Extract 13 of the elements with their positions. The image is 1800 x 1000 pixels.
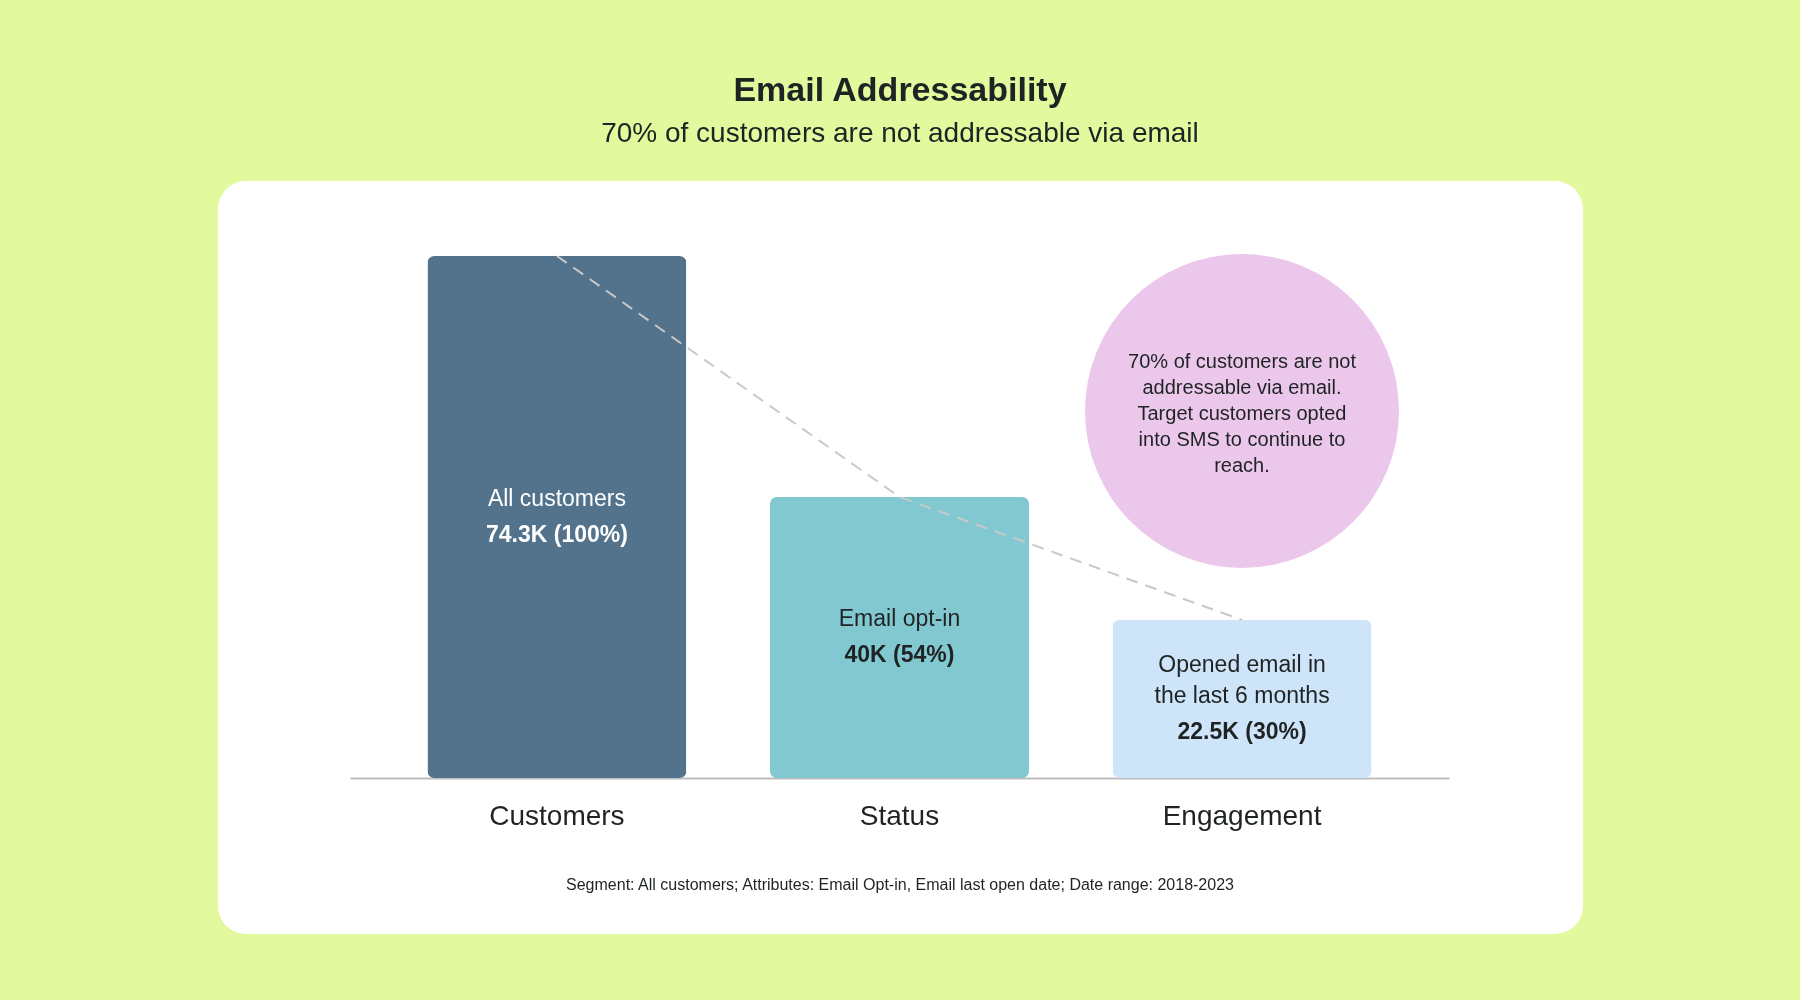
data-label: 22.5K (30%) [1177,718,1307,745]
data-label: 40K (54%) [844,641,955,668]
x-tick-label: Customers [489,799,625,831]
x-tick-label: Status [859,799,940,831]
chart-title: Email Addressability [732,70,1068,109]
annotation: Opened email in the last 6 months [1154,651,1330,709]
chart-subtitle: 70% of customers are not addressable via email [600,117,1200,149]
annotation: All customers [487,485,626,511]
annotation: Email opt-in [838,605,961,632]
x-tick-label: Engagement [1162,799,1322,831]
annotation: 70% of customers are not addressable via email. Target customers opted into SMS to continue to reach. [1127,349,1357,478]
data-label: 74.3K (100%) [485,521,628,547]
text: Segment: All customers; Attributes: Email Opt-in, Email last open date; Date range: 2018-2023 [565,876,1235,894]
